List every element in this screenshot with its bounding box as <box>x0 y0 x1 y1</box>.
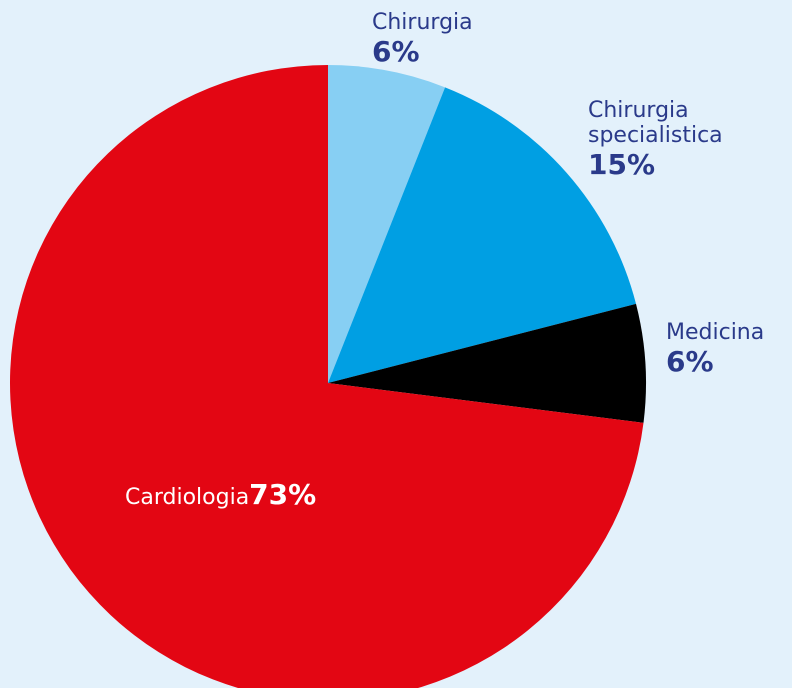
pie-slice <box>328 65 446 383</box>
slice-label: Medicina 6% <box>666 320 792 379</box>
slice-label: Chirurgia specialistica 15% <box>588 98 778 182</box>
category-name: Chirurgia <box>372 10 473 35</box>
category-name: Cardiologia <box>125 485 250 510</box>
category-name: Medicina <box>666 320 765 345</box>
value-label: 6% <box>372 35 420 68</box>
value-label: 6% <box>666 345 714 378</box>
pie-slice <box>10 65 644 688</box>
category-name: Chirurgia specialistica <box>588 98 723 148</box>
slice-label: Cardiologia73% <box>125 478 425 512</box>
pie-slice <box>328 87 637 383</box>
value-label: 15% <box>588 148 656 181</box>
value-label: 73% <box>249 478 317 511</box>
pie-slice <box>328 303 646 423</box>
slice-label: Chirurgia 6% <box>372 10 572 69</box>
